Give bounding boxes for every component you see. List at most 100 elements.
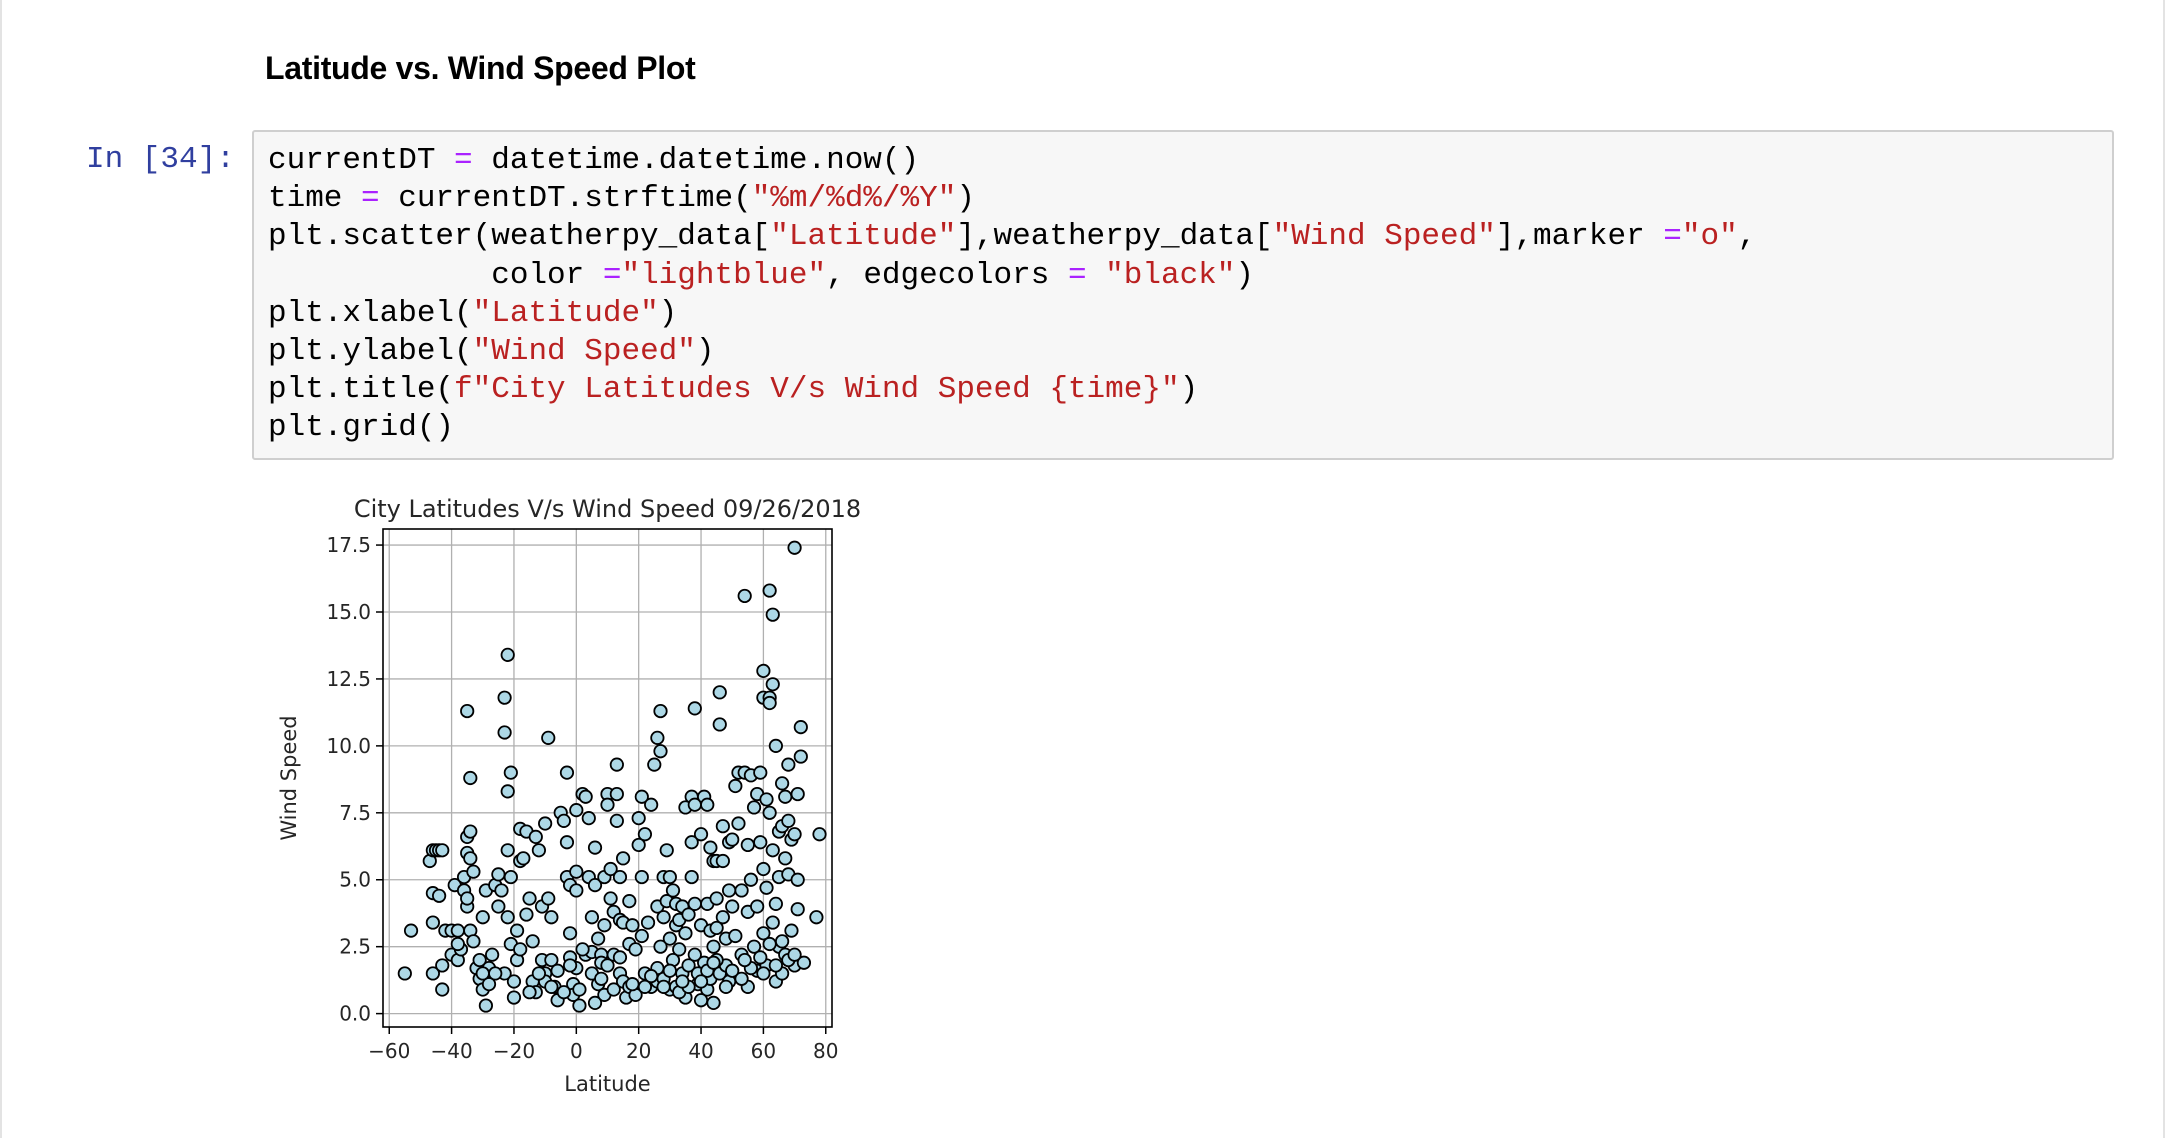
scatter-chart: −60 −40 −20 0 20 40 60 80 0.0 2.5 5.0 7.5 10.0 12.5 15… [277, 495, 861, 1096]
y-tick-label: 0.0 [339, 1002, 371, 1026]
data-point [790, 786, 805, 802]
data-point [793, 720, 808, 735]
data-point [544, 952, 559, 968]
code-token: plt.scatter(weatherpy_data[ [268, 219, 771, 255]
data-point [587, 995, 603, 1011]
data-point [463, 824, 478, 839]
data-point [681, 958, 696, 973]
data-point [756, 966, 771, 981]
data-point [662, 931, 677, 946]
data-point [768, 958, 783, 973]
data-point [743, 872, 759, 887]
data-point [591, 931, 606, 946]
data-point [435, 982, 450, 997]
code-cell[interactable]: currentDT = datetime.datetime.now() time … [252, 130, 2114, 460]
data-point [681, 907, 696, 922]
data-point [435, 958, 450, 973]
data-point [522, 985, 537, 1000]
data-point [432, 888, 447, 903]
data-point [475, 966, 490, 981]
data-point [491, 867, 506, 882]
data-point [506, 974, 522, 989]
y-tick-label: 10.0 [326, 734, 371, 758]
data-points [397, 540, 827, 1013]
data-point [656, 910, 671, 925]
code-token: time [268, 181, 362, 217]
data-point [506, 990, 522, 1005]
code-string-token: "Wind Speed" [472, 333, 696, 369]
data-point [768, 738, 783, 753]
code-line: time = currentDT.strftime("%m/%d%/%Y") [268, 180, 1756, 218]
data-point [640, 915, 656, 930]
data-point [693, 974, 709, 989]
data-point [466, 864, 481, 879]
data-point [460, 703, 475, 719]
data-point [587, 877, 603, 893]
data-point [475, 910, 490, 925]
code-token: datetime.datetime.now() [472, 143, 920, 178]
data-point [637, 827, 653, 842]
data-point [425, 966, 440, 981]
code-line: plt.xlabel("Latitude") [268, 295, 1756, 333]
data-point [746, 800, 762, 815]
code-token: plt.xlabel( [268, 295, 473, 331]
data-point [753, 950, 768, 965]
code-operator-token: = [1663, 219, 1682, 255]
data-point [712, 685, 727, 700]
code-operator-token: = [454, 143, 473, 178]
data-point [762, 936, 777, 952]
data-point [634, 869, 649, 885]
data-point [793, 749, 808, 764]
data-point [569, 883, 584, 898]
data-point [765, 677, 780, 692]
data-point [631, 837, 646, 853]
code-line: plt.title(f"City Latitudes V/s Wind Spee… [268, 371, 1756, 409]
data-point [756, 663, 771, 679]
y-tick-label: 12.5 [326, 667, 371, 691]
data-point [603, 861, 618, 877]
data-point [485, 947, 500, 962]
data-point [556, 985, 571, 1000]
data-point [715, 910, 730, 925]
data-point [647, 757, 662, 772]
data-point [762, 805, 777, 820]
data-point [528, 829, 543, 845]
code-line: plt.scatter(weatherpy_data["Latitude"],w… [268, 218, 1756, 256]
data-point [403, 923, 419, 938]
data-point [500, 784, 515, 799]
x-tick-label: −60 [368, 1039, 410, 1063]
data-point [594, 971, 609, 986]
data-point [706, 995, 721, 1011]
data-point [541, 730, 556, 745]
code-token [1087, 258, 1106, 293]
data-point [609, 813, 624, 828]
markdown-heading: Latitude vs. Wind Speed Plot [265, 50, 696, 86]
data-point [637, 979, 653, 994]
data-point [768, 896, 783, 911]
data-point [634, 928, 649, 944]
data-point [740, 837, 755, 853]
data-point [569, 864, 584, 879]
data-point [494, 883, 509, 898]
data-point [653, 744, 668, 759]
data-point [644, 969, 659, 984]
data-point [600, 797, 615, 812]
data-point [478, 998, 493, 1013]
data-point [653, 939, 668, 954]
data-point [531, 966, 547, 981]
data-point [644, 797, 659, 812]
data-point [709, 920, 724, 936]
code-string-token: "Latitude" [770, 219, 957, 255]
y-tick-label: 2.5 [339, 935, 371, 959]
data-point [463, 851, 478, 866]
data-point [759, 880, 774, 895]
data-point [450, 923, 465, 938]
input-prompt: In [34]: [86, 142, 235, 177]
code-string-token: f"City Latitudes V/s Wind Speed {time}" [454, 372, 1180, 408]
data-point [625, 977, 640, 992]
data-point [578, 789, 593, 804]
y-tick-label: 5.0 [339, 868, 371, 892]
code-editor[interactable]: currentDT = datetime.datetime.now() time … [268, 142, 1756, 448]
data-point [488, 966, 503, 981]
data-point [503, 765, 518, 780]
